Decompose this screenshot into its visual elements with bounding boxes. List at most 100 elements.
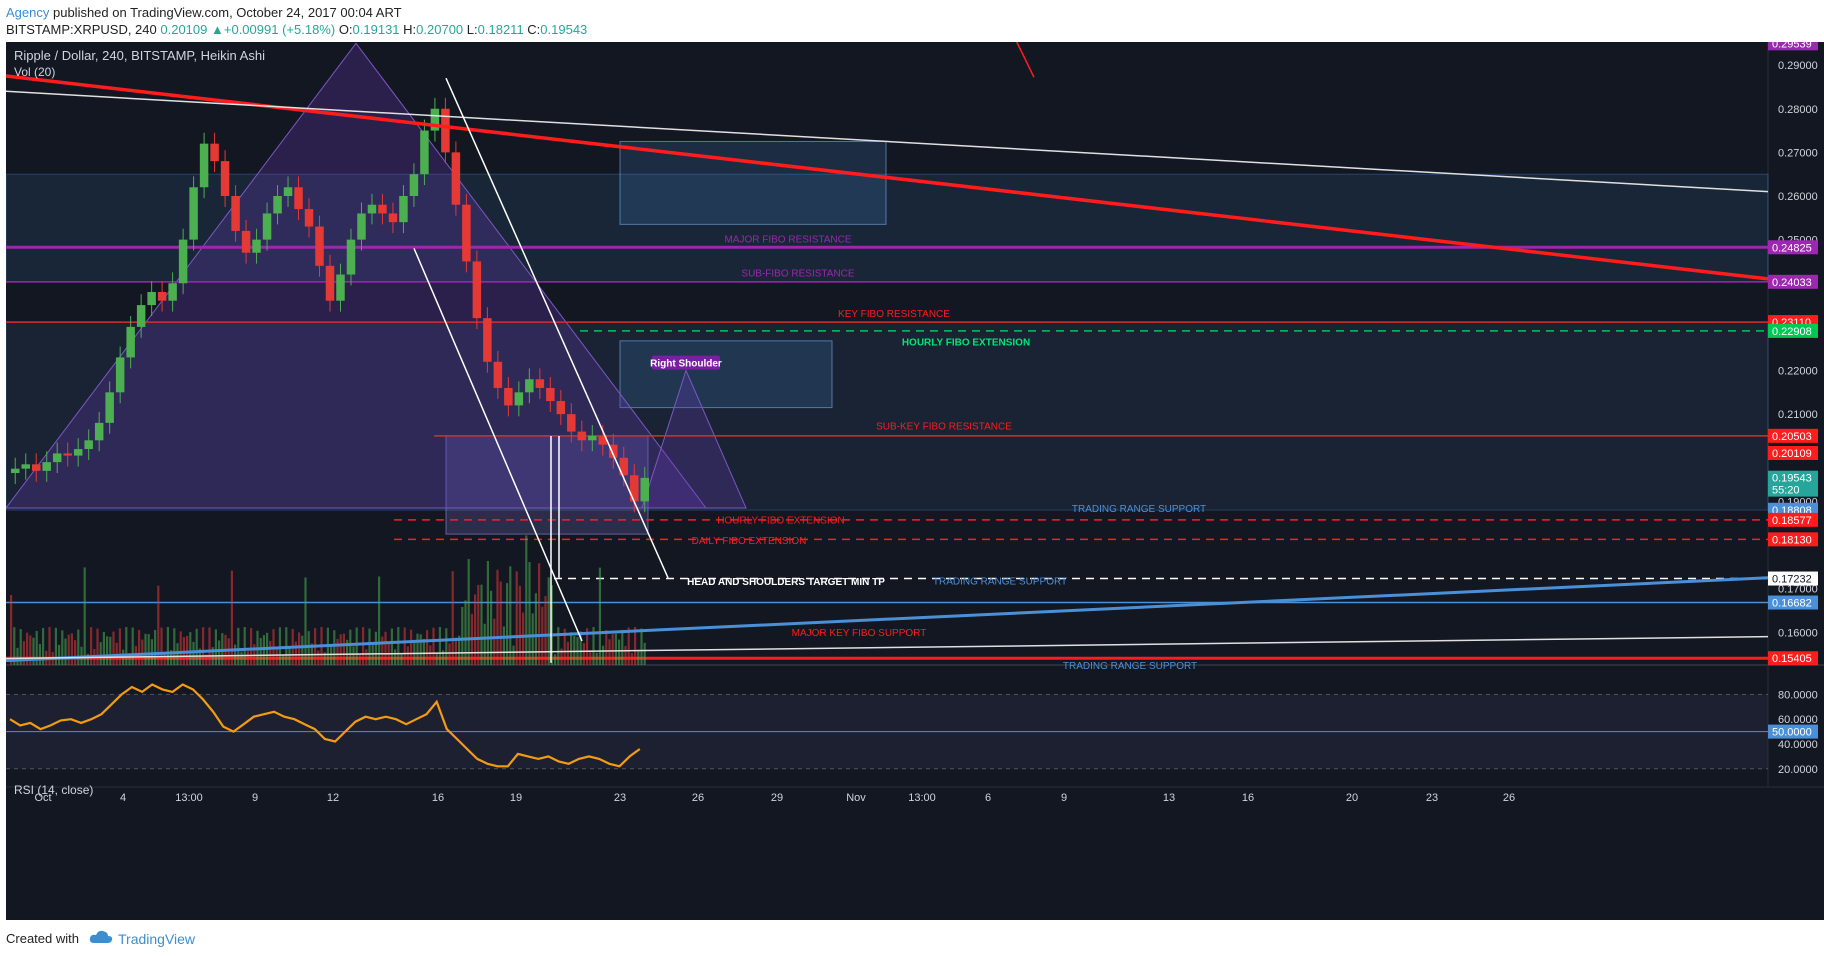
volume-bar — [643, 642, 646, 665]
volume-bar — [435, 652, 438, 665]
volume-bar — [323, 652, 326, 665]
volume-bar — [102, 631, 105, 665]
time-tick-label: 20 — [1346, 792, 1358, 804]
trading-range-support-line — [5, 576, 1769, 663]
volume-bar — [189, 632, 192, 665]
volume-bar — [477, 584, 480, 665]
volume-bar — [464, 600, 467, 665]
volume-bar — [570, 632, 573, 665]
volume-bar — [538, 563, 541, 665]
price-tag-box — [1768, 532, 1818, 547]
volume-bar — [83, 567, 86, 665]
volume-bar — [442, 650, 445, 665]
symbol-info: BITSTAMP:XRPUSD, 240 0.20109 ▲+0.00991 (… — [6, 22, 587, 37]
candle-body — [378, 204, 387, 214]
price-tick-label: 0.27000 — [1778, 147, 1818, 159]
price-tag-label: 0.17232 — [1772, 574, 1812, 586]
volume-bar — [32, 637, 35, 665]
volume-bar — [19, 629, 22, 665]
time-tick-label: 23 — [614, 792, 626, 804]
volume-bar — [70, 633, 73, 665]
rsi-tick-label: 50.0000 — [1772, 727, 1812, 739]
price-tag-label: 0.15405 — [1772, 653, 1812, 665]
volume-bar — [141, 639, 144, 665]
channel-line-upper — [445, 77, 669, 579]
volume-bar — [48, 627, 51, 665]
price-tag-label: 0.22908 — [1772, 326, 1812, 338]
candle-body — [346, 239, 356, 275]
tradingview-brand-link[interactable]: TradingView — [118, 931, 196, 947]
volume-bar — [518, 585, 521, 665]
volume-bar — [406, 646, 409, 665]
volume-bar — [582, 643, 585, 665]
volume-bar — [381, 636, 384, 665]
price-tag-label: 55:20 — [1772, 485, 1800, 497]
volume-bar — [528, 562, 531, 665]
time-tick-label: 19 — [510, 792, 522, 804]
price-tag-box — [1768, 482, 1818, 497]
time-tick-label: 13:00 — [908, 792, 936, 804]
volume-bar — [163, 652, 166, 665]
candle-body — [462, 204, 471, 262]
volume-bar — [598, 567, 601, 665]
volume-bar — [525, 535, 528, 665]
candle-body — [94, 422, 104, 441]
volume-bar — [282, 654, 285, 665]
volume-bar — [170, 650, 173, 665]
price-chart-svg[interactable]: MAJOR FIBO RESISTANCE SUB-FIBO RESISTANCE… — [4, 27, 1824, 920]
volume-bar — [96, 628, 99, 665]
volume-bar — [106, 636, 109, 665]
volume-bar — [176, 643, 179, 665]
candle-body — [283, 187, 293, 197]
time-tick-label: Nov — [846, 792, 866, 804]
volume-bar — [362, 627, 365, 665]
price-tick-label: 0.28000 — [1778, 104, 1818, 116]
rsi-tick-label: 60.0000 — [1778, 714, 1818, 726]
lower-support-line — [5, 635, 1769, 660]
candle-body — [84, 440, 93, 450]
candle-body — [588, 435, 597, 441]
price-tag-box — [1768, 651, 1818, 666]
candle-body — [315, 226, 324, 266]
candle-body — [430, 108, 440, 131]
volume-bar — [22, 641, 25, 665]
time-tick-label: Oct — [34, 792, 51, 804]
volume-bar — [90, 627, 93, 665]
volume-bar — [115, 642, 118, 665]
volume-bar — [448, 643, 451, 665]
volume-bar — [394, 649, 397, 665]
tradingview-cloud-icon — [88, 929, 114, 948]
price-tag-label: 0.20503 — [1772, 431, 1812, 443]
volume-bar — [99, 642, 102, 665]
candle-body — [493, 361, 503, 388]
close-label: C: — [527, 22, 541, 37]
volume-bar — [403, 627, 406, 665]
volume-bar — [608, 639, 611, 665]
zones — [4, 42, 1769, 660]
candle-body — [178, 239, 188, 284]
volume-bar — [61, 630, 64, 665]
chart-annotation: HOURLY FIBO EXTENSION — [902, 338, 1030, 349]
volume-bar — [630, 653, 633, 665]
volume-bar — [157, 585, 160, 665]
candle-body — [189, 187, 198, 240]
volume-bar — [400, 653, 403, 665]
chart-area[interactable]: MAJOR FIBO RESISTANCE SUB-FIBO RESISTANCE… — [4, 27, 1824, 920]
time-tick-label: 4 — [120, 792, 126, 804]
volume-bar — [566, 641, 569, 665]
high-label: H: — [403, 22, 417, 37]
price-tag-box — [1768, 595, 1818, 610]
fibo-zone-box — [5, 321, 1769, 511]
volume-bar — [317, 650, 320, 665]
volume-bar — [352, 646, 355, 665]
chart-annotation: SUB-KEY FIBO RESISTANCE — [876, 421, 1012, 432]
candle-body — [598, 435, 608, 445]
time-scale: Oct 4 13:00 9 12 16 19 23 26 29 Nov 13:00 6 9 13 16 20 23… — [34, 792, 1515, 804]
author-link[interactable]: Agency — [6, 5, 50, 20]
price-tag-box — [1768, 512, 1818, 527]
volume-bar — [304, 577, 307, 665]
volume-bar — [413, 639, 416, 665]
volume-bar — [26, 632, 29, 665]
volume-bar — [445, 628, 448, 665]
chart-annotation: SUB-FIBO RESISTANCE — [741, 268, 854, 279]
